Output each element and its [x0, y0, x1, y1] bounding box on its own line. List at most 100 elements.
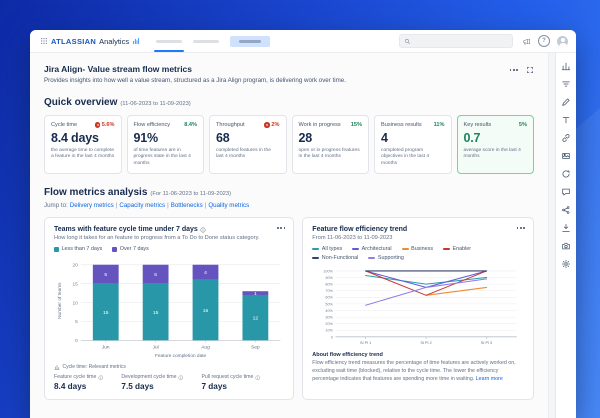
legend-item-architectural[interactable]: Architectural	[352, 246, 392, 252]
section-heading-text: Flow metrics analysis	[44, 187, 148, 199]
svg-text:60%: 60%	[326, 296, 334, 300]
metric-description: open or in progress features in the last…	[298, 147, 360, 160]
svg-text:80%: 80%	[326, 283, 334, 287]
svg-text:90%: 90%	[326, 276, 334, 280]
jump-link-bottlenecks[interactable]: Bottlenecks	[170, 202, 203, 210]
svg-text:5: 5	[154, 272, 157, 278]
dashboard-description: Provides insights into how well a value …	[44, 77, 346, 84]
svg-text:15: 15	[73, 282, 79, 288]
brand-product-name: Analytics	[99, 36, 130, 46]
refresh-icon[interactable]	[560, 168, 572, 180]
jump-link-delivery-metrics[interactable]: Delivery metrics	[69, 202, 114, 210]
legend-label: Business	[411, 246, 434, 253]
metric-value: 68	[216, 131, 230, 145]
legend-label: All types	[321, 246, 343, 253]
search-icon	[405, 38, 410, 44]
metric-label: Throughput	[216, 122, 245, 128]
expand-icon[interactable]	[526, 66, 534, 74]
quick-overview-section: Quick overview (11-06-2023 to 11-09-2023)…	[44, 97, 534, 175]
workspace: Jira Align- Value stream flow metrics Pr…	[30, 53, 576, 418]
bar-chart-icon[interactable]	[560, 60, 572, 72]
chart-more-menu-icon[interactable]	[276, 227, 286, 229]
legend-item-enabler[interactable]: Enabler	[443, 246, 471, 252]
metric-card-key-results: Key results 5% 0.7 average score in the las…	[456, 115, 534, 175]
legend-item-all-types[interactable]: All types	[312, 246, 342, 252]
legend-swatch	[112, 246, 118, 252]
top-navigation	[154, 30, 271, 52]
bar-chart-title: Teams with feature cycle time under 7 da…	[54, 226, 284, 233]
cycle-metric-development-cycle-time: Development cycle time 7.5 days	[121, 374, 184, 391]
info-icon[interactable]	[98, 375, 104, 381]
jump-link-capacity-metrics[interactable]: Capacity metrics	[119, 202, 166, 210]
nav-tab-highlighted[interactable]	[230, 35, 271, 47]
metric-card-work-in-progress: Work in progress 15% 28 open or in progress…	[291, 115, 369, 175]
trend-up-badge: 11%	[433, 122, 445, 128]
nav-tab-2[interactable]	[193, 30, 220, 52]
svg-text:5: 5	[75, 319, 78, 325]
legend-item-less-than-7-days[interactable]: Less than 7 days	[54, 246, 102, 252]
legend-item-non-functional[interactable]: Non-Functional	[312, 255, 358, 261]
link-separator: |	[204, 202, 207, 210]
link-icon[interactable]	[560, 132, 572, 144]
cycle-metric-label-text: Development cycle time	[121, 374, 177, 381]
link-separator: |	[167, 202, 169, 210]
cycle-metric-label: Development cycle time	[121, 374, 184, 381]
pencil-icon[interactable]	[560, 96, 572, 108]
jump-link-quality-metrics[interactable]: Quality metrics	[208, 202, 250, 210]
header-actions: ?	[522, 35, 568, 47]
text-icon[interactable]	[560, 114, 572, 126]
share-icon[interactable]	[560, 204, 572, 216]
svg-text:Feature completion date: Feature completion date	[155, 353, 207, 359]
help-icon[interactable]: ?	[538, 35, 550, 47]
info-icon[interactable]	[200, 227, 206, 233]
svg-text:40%: 40%	[326, 309, 334, 313]
legend-item-supporting[interactable]: Supporting	[368, 255, 404, 261]
trend-down-badge: 5.6%	[94, 122, 115, 128]
app-window: ATLASSIAN Analytics	[30, 30, 576, 418]
line-chart-card: Feature flow efficiency trend From 11-06…	[302, 217, 534, 401]
dashboard-canvas: Jira Align- Value stream flow metrics Pr…	[30, 53, 548, 418]
brand: ATLASSIAN Analytics	[40, 37, 140, 46]
analytics-logo-icon	[133, 37, 140, 45]
chart-more-menu-icon[interactable]	[516, 227, 525, 229]
nav-tab-active[interactable]	[154, 30, 185, 52]
legend-item-business[interactable]: Business	[401, 246, 434, 253]
info-icon[interactable]	[178, 375, 184, 381]
learn-more-link[interactable]: Learn more	[475, 376, 503, 383]
camera-icon[interactable]	[560, 240, 572, 252]
metric-card-top: Business results 11%	[381, 122, 445, 128]
trend-down-icon	[94, 122, 101, 128]
jump-to-label: Jump to:	[44, 202, 68, 210]
metric-card-top: Key results 5%	[464, 122, 528, 128]
vertical-scrollbar[interactable]	[548, 53, 555, 418]
date-range: (11-06-2023 to 11-09-2023)	[120, 101, 191, 107]
legend-label: Non-Functional	[321, 255, 359, 262]
metric-description: completed program objectives in the last…	[381, 147, 430, 167]
right-toolbar	[555, 53, 576, 418]
gear-icon[interactable]	[560, 258, 572, 270]
bar-chart-subtitle: How long it takes for an feature to prog…	[54, 235, 260, 242]
image-icon[interactable]	[560, 150, 572, 162]
search-input[interactable]	[399, 34, 513, 48]
app-switcher-icon[interactable]	[40, 37, 48, 45]
comment-icon[interactable]	[560, 186, 572, 198]
svg-text:70%: 70%	[326, 289, 334, 293]
svg-text:SI PI 3: SI PI 3	[481, 341, 492, 345]
info-icon[interactable]	[255, 375, 261, 381]
section-heading-text: Quick overview	[44, 97, 118, 108]
announcements-icon[interactable]	[522, 37, 531, 46]
line-chart: 0 10% 20% 30% 40% 50% 60% 70% 80% 90% 100% SI PI 1 S…	[324, 269, 518, 345]
legend-item-over-7-days[interactable]: Over 7 days	[112, 246, 149, 252]
svg-text:4: 4	[204, 270, 207, 276]
trend-down-badge: 2%	[264, 122, 280, 128]
download-icon[interactable]	[560, 222, 572, 234]
metric-value: 0.7	[463, 131, 481, 145]
svg-text:15: 15	[103, 310, 109, 316]
more-menu-icon[interactable]	[509, 69, 518, 71]
trend-up-badge: 5%	[518, 122, 527, 128]
user-avatar[interactable]	[557, 35, 568, 47]
line-chart-subtitle: From 11-06-2023 to 11-09-2023	[312, 235, 393, 242]
metric-label: Key results	[463, 122, 492, 128]
filter-icon[interactable]	[560, 78, 572, 90]
